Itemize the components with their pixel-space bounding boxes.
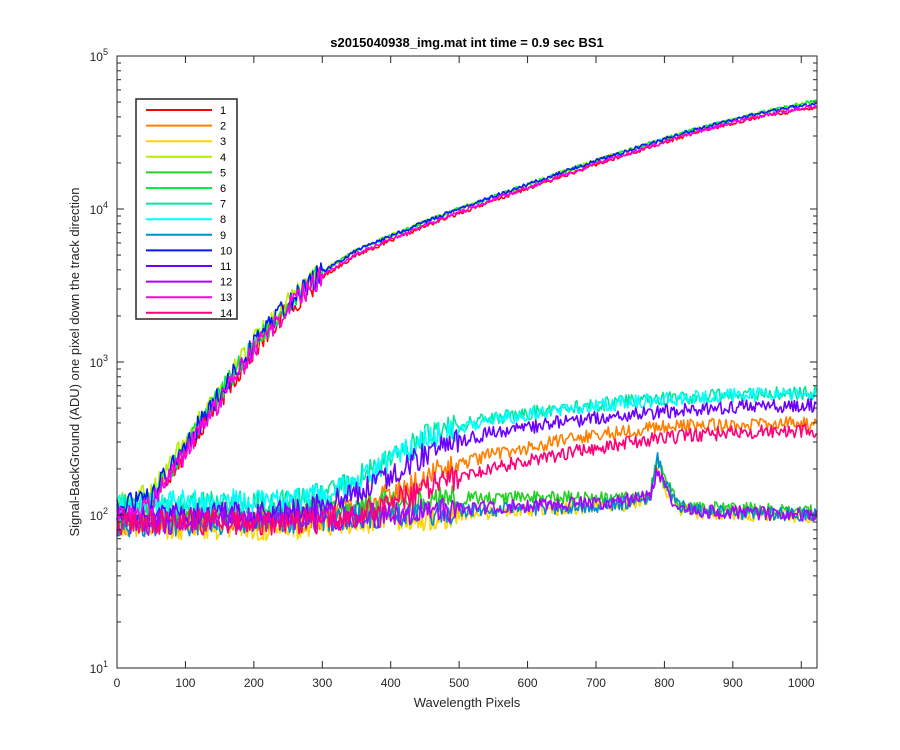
y-tick-label: 104: [90, 200, 108, 217]
legend-label-9: 9: [220, 230, 226, 242]
series-line-14: [116, 423, 818, 536]
x-tick-label: 800: [654, 676, 674, 690]
legend-label-4: 4: [220, 152, 226, 164]
x-tick-label: 700: [586, 676, 606, 690]
series-line-13: [116, 104, 817, 528]
x-tick-label: 100: [175, 676, 195, 690]
y-axis-label: Signal-BackGround (ADU) one pixel down t…: [67, 187, 82, 536]
legend-label-13: 13: [220, 292, 232, 304]
legend-label-12: 12: [220, 277, 232, 289]
series-line-8: [116, 387, 818, 517]
x-tick-label: 900: [723, 676, 743, 690]
x-tick-label: 500: [449, 676, 469, 690]
legend-label-6: 6: [220, 183, 226, 195]
series-line-9: [116, 452, 818, 538]
x-tick-label: 300: [312, 676, 332, 690]
legend-label-3: 3: [220, 136, 226, 148]
x-tick-label: 400: [381, 676, 401, 690]
legend-label-8: 8: [220, 214, 226, 226]
x-tick-label: 200: [244, 676, 264, 690]
x-tick-label: 1000: [788, 676, 815, 690]
x-tick-label: 0: [114, 676, 121, 690]
series-line-2: [116, 416, 818, 536]
legend-label-5: 5: [220, 167, 226, 179]
y-tick-label: 105: [90, 47, 108, 64]
chart-title: s2015040938_img.mat int time = 0.9 sec B…: [330, 35, 604, 50]
x-tick-label: 600: [518, 676, 538, 690]
legend-label-11: 11: [220, 261, 231, 273]
y-tick-label: 101: [90, 659, 108, 676]
y-tick-label: 103: [90, 353, 108, 370]
legend-label-10: 10: [220, 245, 232, 257]
series-line-10: [116, 102, 817, 515]
legend-label-2: 2: [220, 121, 226, 133]
x-axis-label: Wavelength Pixels: [414, 695, 521, 710]
legend-label-7: 7: [220, 199, 226, 211]
series-layer: [116, 99, 818, 541]
x-axis: 0 100 200 300 400 500 600 700 800 900 1000: [114, 56, 815, 690]
y-tick-label: 102: [90, 506, 108, 523]
legend-label-1: 1: [220, 105, 226, 117]
legend-label-14: 14: [220, 308, 232, 320]
